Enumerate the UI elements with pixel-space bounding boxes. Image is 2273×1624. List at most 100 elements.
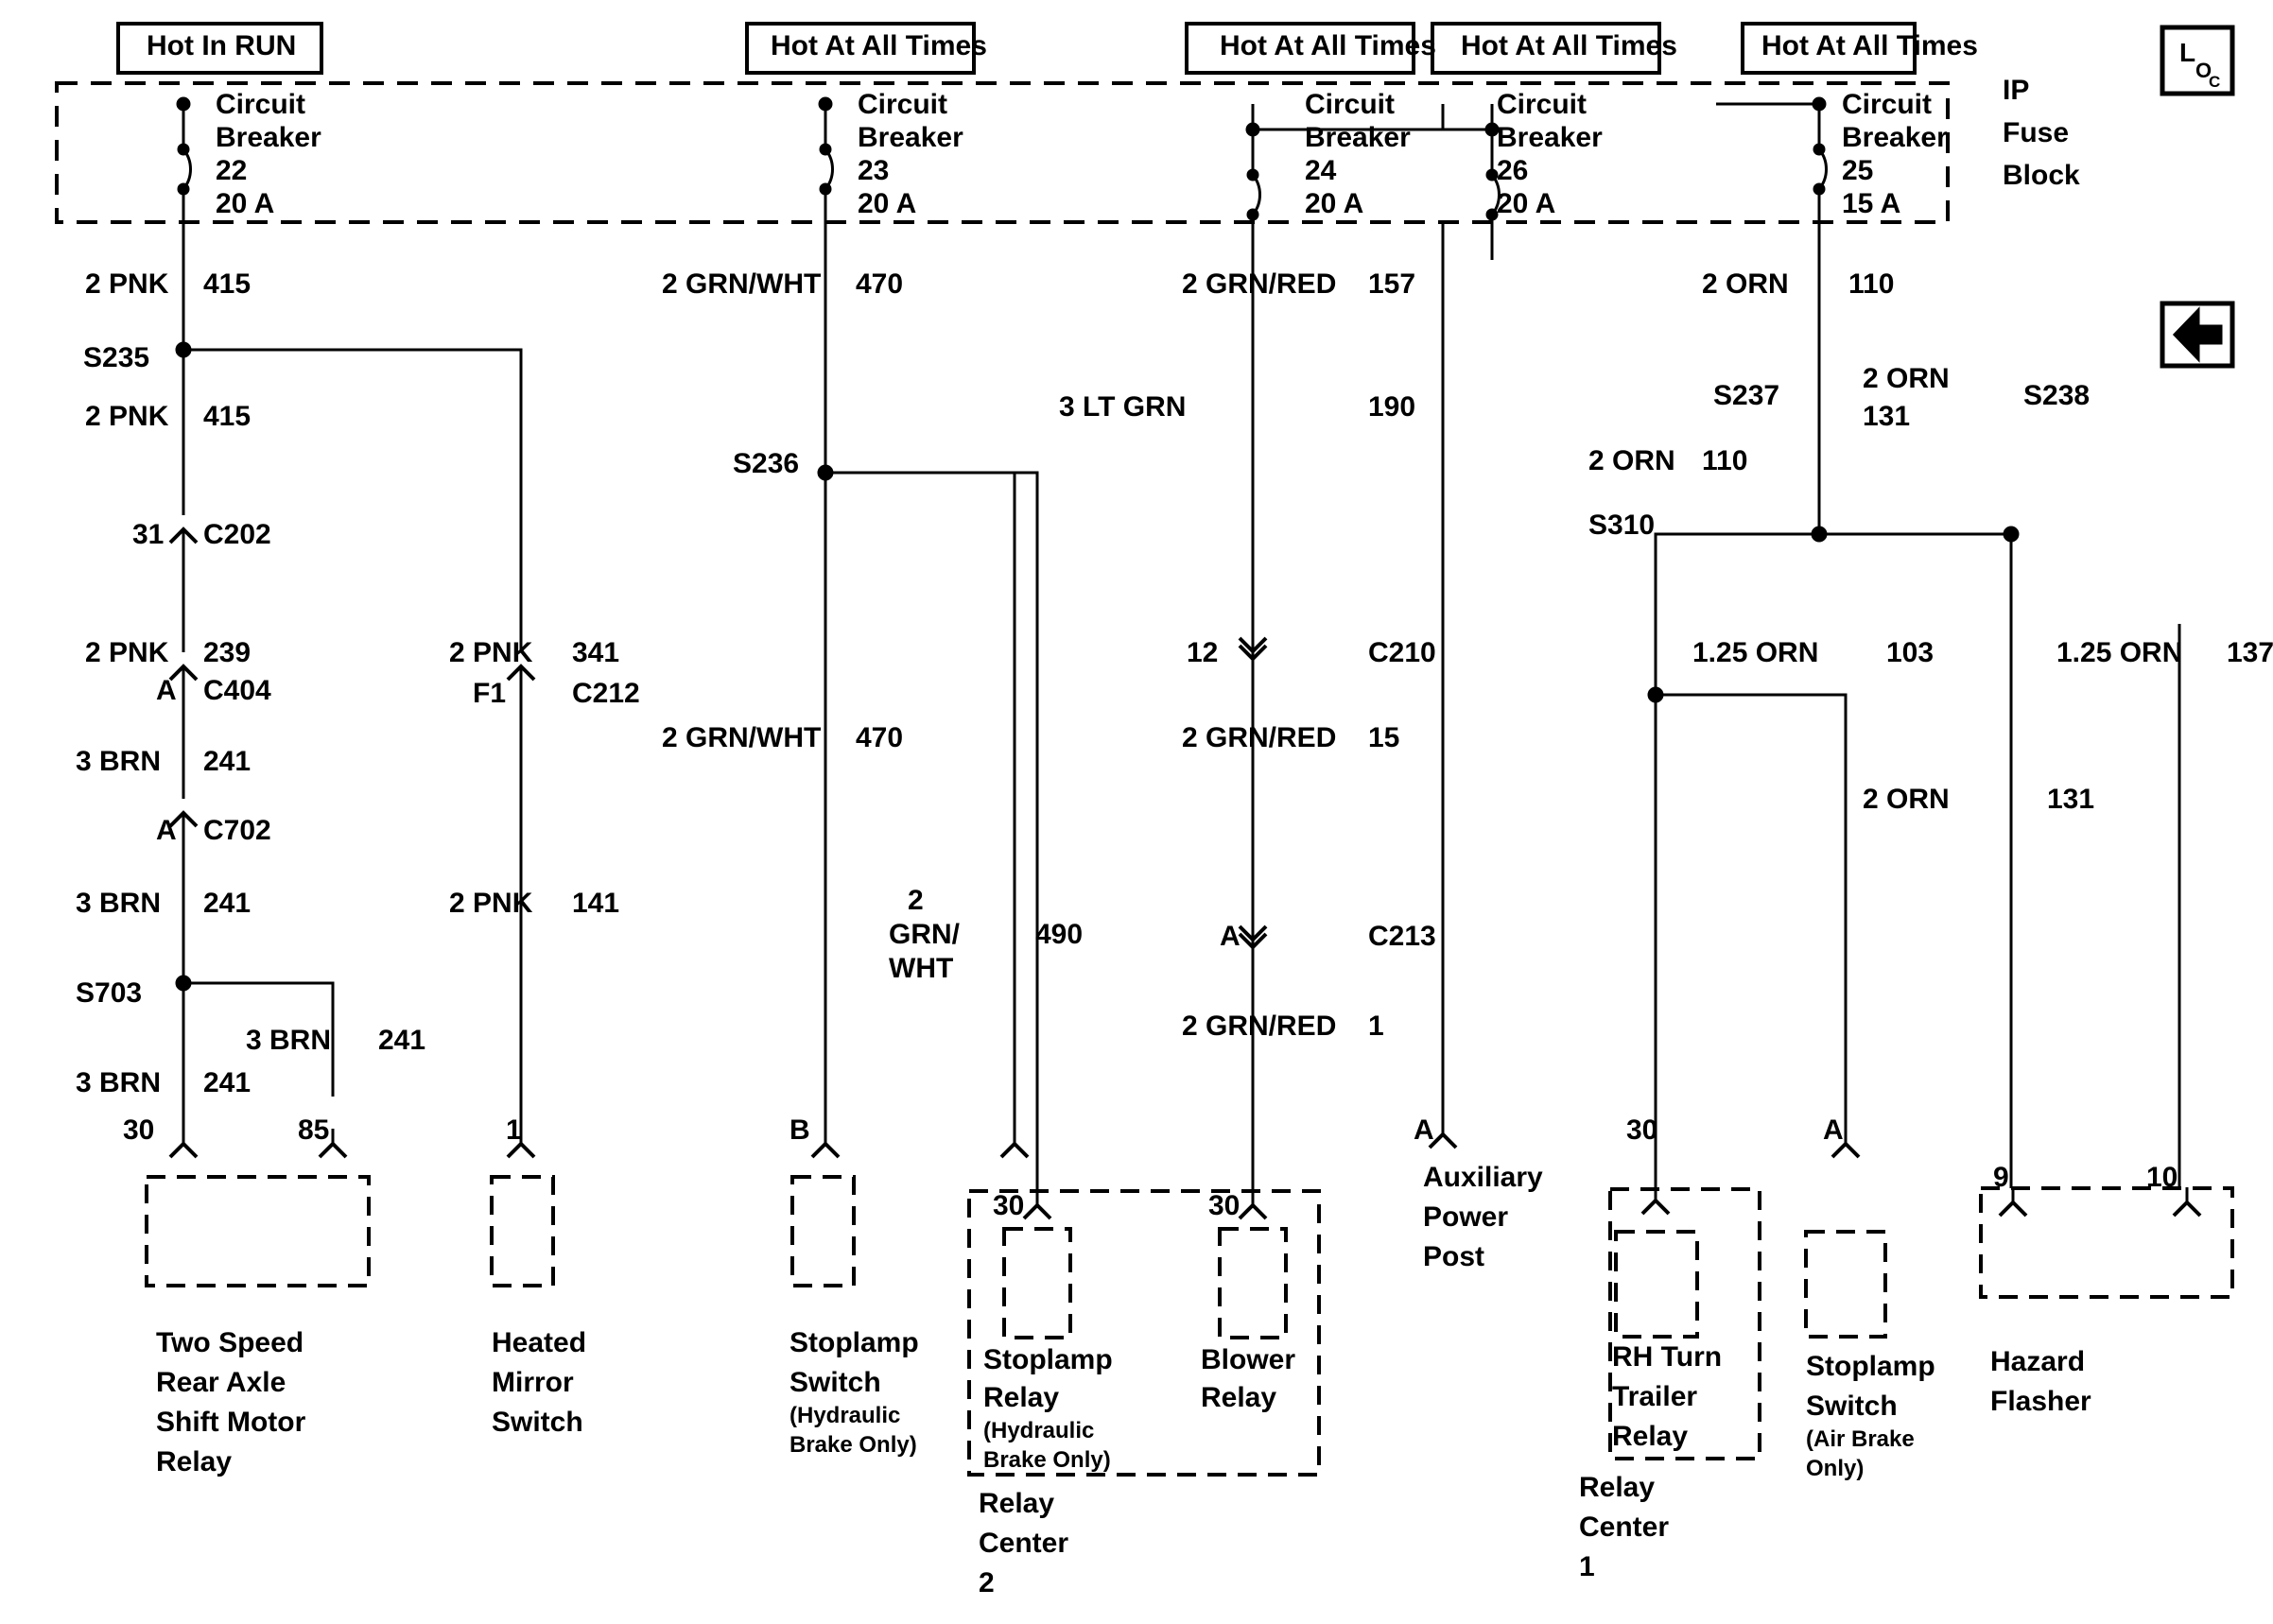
svg-text:103: 103	[1886, 637, 1934, 668]
svg-text:S703: S703	[76, 977, 142, 1009]
svg-text:Trailer: Trailer	[1612, 1381, 1697, 1412]
svg-text:15 A: 15 A	[1842, 188, 1900, 219]
svg-text:B: B	[789, 1114, 810, 1146]
svg-text:Shift Motor: Shift Motor	[156, 1407, 306, 1438]
svg-text:110: 110	[1702, 445, 1747, 476]
svg-text:30: 30	[993, 1190, 1024, 1221]
svg-text:A: A	[1220, 921, 1241, 952]
svg-text:415: 415	[203, 401, 251, 432]
svg-text:(Hydraulic: (Hydraulic	[983, 1418, 1094, 1443]
svg-text:2 ORN: 2 ORN	[1863, 363, 1950, 394]
svg-text:157: 157	[1368, 268, 1415, 300]
svg-text:239: 239	[203, 637, 251, 668]
svg-text:2 PNK: 2 PNK	[449, 888, 533, 919]
svg-text:Stoplamp: Stoplamp	[983, 1344, 1113, 1375]
svg-text:A: A	[156, 675, 177, 706]
svg-text:Circuit: Circuit	[1305, 89, 1395, 120]
svg-text:3 LT GRN: 3 LT GRN	[1059, 391, 1186, 423]
svg-text:Fuse: Fuse	[2003, 117, 2069, 148]
svg-text:2 ORN: 2 ORN	[1702, 268, 1789, 300]
svg-text:2 ORN: 2 ORN	[1863, 784, 1950, 815]
svg-text:Power: Power	[1423, 1201, 1508, 1233]
svg-text:Hot At All Times: Hot At All Times	[1461, 30, 1677, 61]
svg-text:Relay: Relay	[1201, 1382, 1276, 1413]
svg-text:F1: F1	[473, 678, 506, 709]
svg-text:GRN/: GRN/	[889, 919, 961, 950]
svg-text:9: 9	[1993, 1162, 2009, 1193]
svg-text:490: 490	[1035, 919, 1083, 950]
svg-text:Circuit: Circuit	[858, 89, 947, 120]
svg-text:23: 23	[858, 155, 889, 186]
svg-text:20 A: 20 A	[216, 188, 274, 219]
svg-text:1: 1	[1579, 1551, 1595, 1582]
svg-text:C210: C210	[1368, 637, 1436, 668]
svg-text:Mirror: Mirror	[492, 1367, 574, 1398]
svg-text:Stoplamp: Stoplamp	[789, 1327, 919, 1358]
svg-text:Breaker: Breaker	[1842, 122, 1948, 153]
svg-text:2 GRN/RED: 2 GRN/RED	[1182, 722, 1336, 753]
svg-text:A: A	[156, 815, 177, 846]
svg-text:1.25 ORN: 1.25 ORN	[2056, 637, 2182, 668]
svg-text:470: 470	[856, 268, 903, 300]
svg-text:1.25 ORN: 1.25 ORN	[1692, 637, 1818, 668]
svg-text:RH Turn: RH Turn	[1612, 1341, 1722, 1373]
svg-text:141: 141	[572, 888, 619, 919]
svg-text:3 BRN: 3 BRN	[76, 1067, 161, 1098]
svg-text:190: 190	[1368, 391, 1415, 423]
svg-text:(Hydraulic: (Hydraulic	[789, 1403, 900, 1428]
svg-text:Only): Only)	[1806, 1456, 1864, 1481]
svg-text:20 A: 20 A	[1497, 188, 1555, 219]
svg-text:2 PNK: 2 PNK	[85, 637, 169, 668]
svg-text:20 A: 20 A	[1305, 188, 1363, 219]
svg-text:2 ORN: 2 ORN	[1588, 445, 1675, 476]
svg-text:30: 30	[1208, 1190, 1240, 1221]
svg-text:26: 26	[1497, 155, 1528, 186]
svg-text:S238: S238	[2023, 380, 2090, 411]
svg-text:3 BRN: 3 BRN	[76, 888, 161, 919]
svg-text:Stoplamp: Stoplamp	[1806, 1351, 1935, 1382]
svg-text:L: L	[2179, 38, 2195, 67]
svg-text:470: 470	[856, 722, 903, 753]
svg-text:2: 2	[979, 1567, 995, 1598]
svg-text:A: A	[1823, 1114, 1844, 1146]
svg-text:Switch: Switch	[789, 1367, 881, 1398]
svg-text:2: 2	[908, 885, 924, 916]
svg-text:12: 12	[1187, 637, 1218, 668]
svg-text:24: 24	[1305, 155, 1337, 186]
svg-text:Center: Center	[1579, 1512, 1669, 1543]
svg-text:Brake Only): Brake Only)	[789, 1432, 917, 1458]
svg-text:Heated: Heated	[492, 1327, 586, 1358]
svg-text:Relay: Relay	[156, 1446, 232, 1477]
svg-text:S236: S236	[733, 448, 799, 479]
svg-text:WHT: WHT	[889, 953, 953, 984]
svg-text:31: 31	[132, 519, 164, 550]
svg-text:S235: S235	[83, 342, 149, 373]
svg-text:Circuit: Circuit	[216, 89, 305, 120]
svg-text:241: 241	[378, 1025, 425, 1056]
svg-text:Relay: Relay	[1579, 1472, 1655, 1503]
svg-text:Hot At All Times: Hot At All Times	[771, 30, 987, 61]
svg-text:Breaker: Breaker	[1497, 122, 1603, 153]
svg-text:1: 1	[1368, 1011, 1384, 1042]
svg-text:Relay: Relay	[983, 1382, 1059, 1413]
svg-text:Two Speed: Two Speed	[156, 1327, 304, 1358]
svg-text:Center: Center	[979, 1528, 1068, 1559]
svg-text:110: 110	[1848, 268, 1894, 300]
svg-text:Blower: Blower	[1201, 1344, 1295, 1375]
svg-text:2 PNK: 2 PNK	[85, 268, 169, 300]
svg-text:Breaker: Breaker	[1305, 122, 1411, 153]
svg-text:(Air Brake: (Air Brake	[1806, 1426, 1915, 1452]
svg-text:C202: C202	[203, 519, 271, 550]
svg-text:241: 241	[203, 1067, 251, 1098]
svg-text:341: 341	[572, 637, 619, 668]
svg-text:415: 415	[203, 268, 251, 300]
svg-text:Flasher: Flasher	[1990, 1386, 2091, 1417]
svg-text:S237: S237	[1713, 380, 1779, 411]
svg-text:2 PNK: 2 PNK	[449, 637, 533, 668]
svg-text:C212: C212	[572, 678, 640, 709]
svg-text:C213: C213	[1368, 921, 1436, 952]
svg-text:30: 30	[123, 1114, 154, 1146]
svg-text:2 GRN/RED: 2 GRN/RED	[1182, 268, 1336, 300]
svg-text:137: 137	[2227, 637, 2273, 668]
svg-text:Relay: Relay	[1612, 1421, 1688, 1452]
